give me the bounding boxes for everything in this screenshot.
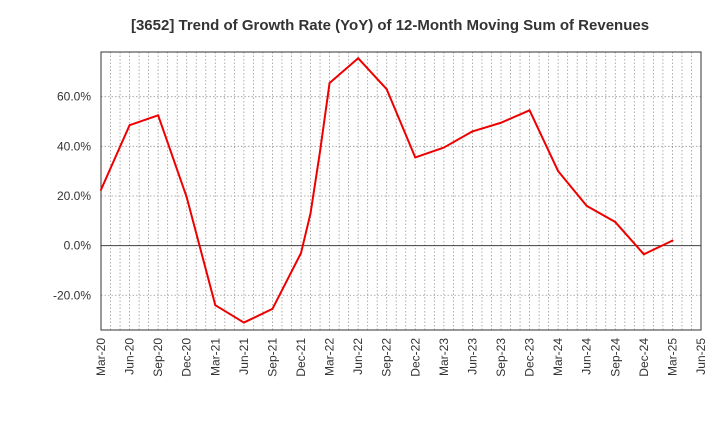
x-tick-label: Dec-22 xyxy=(408,338,422,377)
data-point xyxy=(557,170,560,173)
data-point xyxy=(157,114,160,117)
x-tick-label: Mar-22 xyxy=(323,338,337,376)
x-tick-label: Mar-25 xyxy=(665,338,679,376)
x-tick-label: Dec-24 xyxy=(637,338,651,377)
y-tick-label: 60.0% xyxy=(57,90,91,104)
x-tick-label: Jun-20 xyxy=(123,338,137,375)
x-tick-label: Jun-24 xyxy=(580,338,594,375)
data-point xyxy=(671,239,674,242)
plot-border xyxy=(100,51,702,331)
data-point xyxy=(309,212,312,215)
x-tick-label: Mar-21 xyxy=(208,338,222,376)
x-tick-label: Dec-21 xyxy=(294,338,308,377)
data-point xyxy=(242,321,245,324)
y-axis-ticks: -20.0% 0.0% 20.0% 40.0% 60.0% xyxy=(53,90,91,303)
grid-lines xyxy=(100,52,702,330)
y-tick-label: 40.0% xyxy=(57,139,91,153)
data-point xyxy=(300,252,302,255)
data-point xyxy=(614,221,617,224)
data-point xyxy=(528,109,531,112)
x-tick-label: Mar-20 xyxy=(94,338,108,376)
data-point xyxy=(471,130,474,133)
x-axis-ticks: Mar-20 Jun-20 Sep-20 Dec-20 Mar-21 Jun-21 Sep-… xyxy=(94,338,708,377)
plot-frame xyxy=(100,51,702,331)
y-tick-label: 20.0% xyxy=(57,189,91,203)
x-tick-label: Jun-21 xyxy=(237,338,251,375)
data-point xyxy=(271,307,274,310)
x-tick-label: Sep-23 xyxy=(494,338,508,377)
x-tick-label: Sep-20 xyxy=(151,338,165,377)
data-point xyxy=(385,88,388,91)
data-series xyxy=(100,57,674,324)
x-tick-label: Sep-21 xyxy=(265,338,279,377)
data-point xyxy=(442,146,445,149)
data-point xyxy=(319,150,322,153)
data-point xyxy=(500,121,502,124)
y-tick-label: 0.0% xyxy=(64,239,92,253)
data-point xyxy=(100,188,102,191)
x-tick-label: Dec-23 xyxy=(523,338,537,377)
x-tick-label: Mar-23 xyxy=(437,338,451,376)
x-tick-label: Jun-23 xyxy=(465,338,479,375)
data-point xyxy=(214,304,217,307)
x-tick-label: Jun-25 xyxy=(694,338,708,375)
x-tick-label: Sep-24 xyxy=(608,338,622,377)
data-point xyxy=(128,124,131,127)
data-point xyxy=(585,204,588,207)
x-tick-label: Dec-20 xyxy=(180,338,194,377)
x-tick-label: Mar-24 xyxy=(551,338,565,376)
data-point xyxy=(185,196,188,199)
data-point xyxy=(328,82,331,85)
data-point xyxy=(642,253,645,256)
y-tick-label: -20.0% xyxy=(53,288,91,302)
chart-title: [3652] Trend of Growth Rate (YoY) of 12-… xyxy=(131,17,649,34)
data-point xyxy=(414,156,417,159)
data-point xyxy=(357,57,360,60)
x-tick-label: Jun-22 xyxy=(351,338,365,375)
x-tick-label: Sep-22 xyxy=(380,338,394,377)
